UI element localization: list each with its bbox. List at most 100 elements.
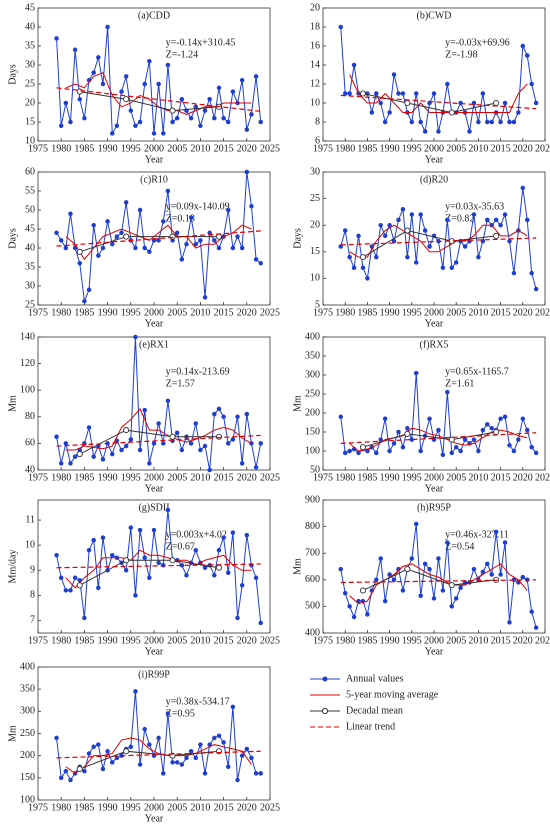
y-tick-label: 350 [20,683,35,694]
data-point [391,238,397,244]
series-line [340,579,537,584]
data-point [156,81,161,87]
plot-frame [322,499,546,634]
x-tick-label: 2020 [513,307,533,318]
data-point [207,467,212,473]
data-point [458,585,463,591]
data-point [493,428,500,436]
data-point [387,572,392,577]
y-tick-label: 140 [20,331,35,342]
data-point [235,414,240,420]
y-tick-label: 14 [310,59,320,70]
plot-frame [37,7,271,142]
data-point [493,232,500,239]
data-point [436,427,441,433]
data-point [123,200,129,205]
x-tick-label: 1995 [121,472,141,483]
data-point [356,233,361,239]
data-point [68,461,73,466]
y-tick-label: 35 [25,261,35,272]
data-point [524,427,530,433]
x-tick-label: 2015 [214,143,234,154]
y-axis-label: Mm [7,395,18,412]
data-point [114,123,120,129]
data-point [485,561,490,567]
data-point [253,74,259,79]
x-tick-label: 1995 [402,307,422,318]
data-point [422,228,428,233]
y-tick-label: 10 [310,273,320,284]
data-point [142,555,147,560]
y-tick-label: 40 [25,242,35,253]
y-tick-label: 45 [25,223,35,234]
data-point [359,587,367,594]
data-point [86,287,92,293]
x-tick-label: 1980 [335,143,355,154]
series-line [340,94,537,110]
x-tick-label: 2010 [468,635,488,646]
data-point [391,441,397,446]
data-point [142,81,147,87]
x-tick-label: 1980 [51,472,71,483]
data-point [445,217,450,223]
data-point [76,248,83,255]
legend-label: Decadal mean [346,705,403,716]
series-line [56,750,261,759]
y-tick-label: 250 [305,388,320,399]
annotation: Z=1.61 [445,378,474,389]
data-point [161,771,166,776]
data-point [165,188,171,194]
data-point [405,425,410,431]
data-point [72,454,78,459]
data-point [502,100,508,106]
x-tick-label: 2005 [446,143,466,154]
x-tick-label: 2025 [535,472,550,483]
x-tick-label: 2000 [144,802,164,813]
data-point [359,444,367,451]
data-point [128,525,134,530]
data-point [82,298,87,304]
data-point [198,238,203,243]
y-tick-label: 100 [20,794,35,805]
y-tick-label: 45 [25,2,35,13]
x-tick-label: 1990 [98,802,118,813]
data-point [427,416,432,421]
data-point [529,81,534,87]
data-point [225,441,231,446]
x-tick-label: 2015 [214,472,234,483]
data-point [427,566,432,572]
y-tick-label: 8 [30,590,35,601]
data-point [68,119,73,125]
data-point [493,529,499,535]
panel-title: (h)R95P [417,502,451,513]
y-tick-label: 150 [305,426,320,437]
series-line [79,91,220,112]
x-tick-label: 2010 [190,472,210,483]
data-point [458,448,463,454]
x-tick-label: 1995 [121,635,141,646]
x-tick-label: 2020 [513,143,533,154]
x-tick-label: 2025 [535,635,550,646]
x-tick-label: 2025 [260,307,280,318]
data-point [382,119,388,125]
data-point [347,448,352,454]
x-tick-label: 1980 [51,143,71,154]
annotation: y=0.38x-534.17 [166,696,230,707]
y-tick-label: 100 [305,445,320,456]
data-point [369,110,375,115]
data-point [253,465,259,470]
y-tick-label: 20 [310,2,320,13]
y-axis-label: Days [7,64,18,85]
x-axis-label: Year [425,483,444,494]
data-point [114,234,120,239]
data-point [179,762,185,767]
x-tick-label: 2005 [167,802,187,813]
data-point [418,448,423,454]
data-point [404,227,411,234]
data-point [76,582,83,589]
data-point [86,751,92,756]
data-point [147,575,152,581]
data-point [342,228,348,233]
y-tick-label: 60 [25,166,35,177]
annotation: Z=0.67 [166,541,195,552]
